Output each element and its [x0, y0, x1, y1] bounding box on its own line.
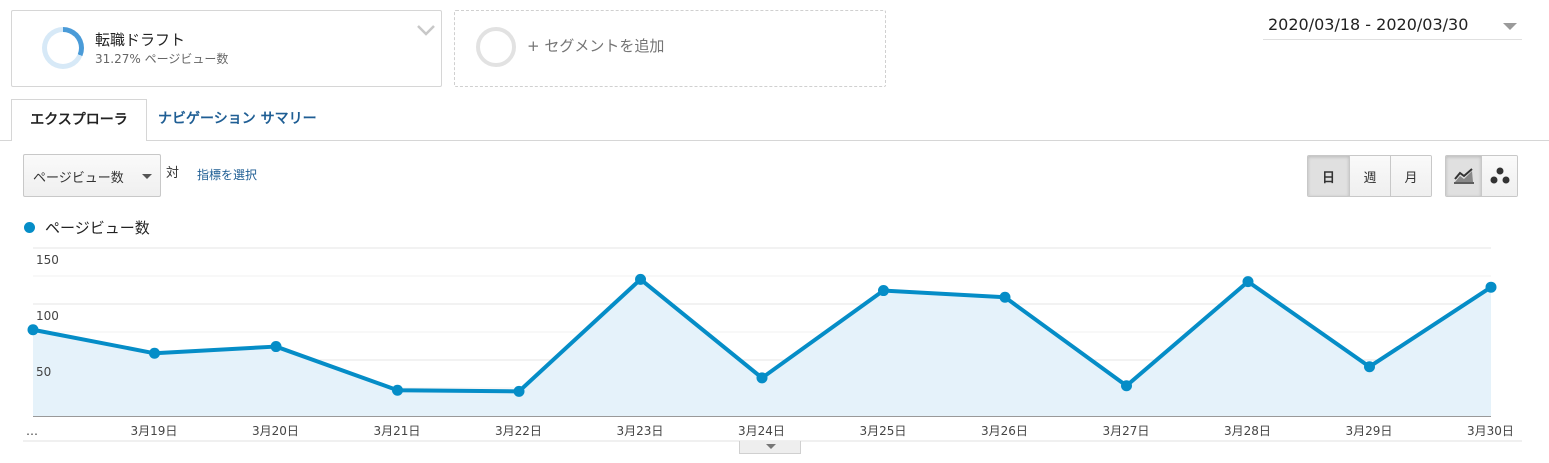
caret-down-icon — [142, 174, 152, 179]
data-point[interactable] — [1242, 276, 1254, 288]
x-tick-label: 3月26日 — [981, 424, 1028, 438]
line-chart-icon — [1453, 168, 1474, 184]
add-segment-label: + セグメントを追加 — [527, 37, 665, 55]
segment-ring-icon — [42, 27, 84, 69]
metric-dropdown-label: ページビュー数 — [33, 171, 124, 186]
series-area — [33, 279, 1491, 416]
y-tick-label: 100 — [36, 309, 59, 323]
data-point[interactable] — [513, 385, 525, 397]
x-tick-label: 3月24日 — [738, 424, 785, 438]
x-tick-label: 3月25日 — [860, 424, 907, 438]
x-tick-label: … — [26, 424, 38, 438]
data-point[interactable] — [1121, 380, 1132, 392]
x-tick-label: 3月21日 — [374, 424, 421, 438]
add-segment-button[interactable]: + セグメントを追加 — [454, 10, 886, 87]
data-point[interactable] — [270, 341, 282, 353]
date-range-picker[interactable]: 2020/03/18 - 2020/03/30 — [1263, 12, 1522, 40]
granularity-day-button[interactable]: 日 — [1308, 156, 1350, 196]
granularity-week-button[interactable]: 週 — [1350, 156, 1391, 196]
line-chart-button[interactable] — [1446, 156, 1482, 196]
x-tick-label: 3月29日 — [1346, 424, 1393, 438]
pageviews-chart: 50 100 150 … 3月19日 3月20日 3月21日 3月22日 3月23日 3月24日… — [23, 247, 1522, 442]
data-point[interactable] — [149, 347, 160, 359]
x-tick-label: 3月23日 — [617, 424, 664, 438]
caret-down-icon — [1503, 23, 1517, 30]
legend-marker — [24, 222, 35, 233]
segment-name: 転職ドラフト — [95, 31, 186, 49]
data-point[interactable] — [392, 384, 403, 396]
data-point[interactable] — [999, 291, 1011, 303]
x-tick-label: 3月27日 — [1103, 424, 1150, 438]
collapse-chart-handle[interactable] — [739, 441, 801, 454]
empty-segment-ring-icon — [476, 27, 516, 67]
tab-explorer[interactable]: エクスプローラ — [11, 99, 147, 141]
x-tick-label: 3月28日 — [1224, 424, 1271, 438]
data-point[interactable] — [756, 372, 768, 384]
date-range-text: 2020/03/18 - 2020/03/30 — [1268, 15, 1469, 34]
choose-metric-link[interactable]: 指標を選択 — [197, 168, 258, 182]
x-tick-label: 3月22日 — [495, 424, 542, 438]
tab-divider — [0, 140, 1549, 141]
metric-dropdown[interactable]: ページビュー数 — [23, 154, 161, 197]
segment-subtitle: 31.27% ページビュー数 — [95, 52, 229, 66]
data-point[interactable] — [1364, 361, 1375, 373]
segment-card[interactable]: 転職ドラフト 31.27% ページビュー数 — [11, 10, 442, 87]
motion-chart-button[interactable] — [1482, 156, 1517, 196]
x-tick-label: 3月30日 — [1467, 424, 1514, 438]
motion-chart-icon — [1490, 167, 1509, 184]
tab-navigation-summary[interactable]: ナビゲーション サマリー — [158, 111, 317, 127]
data-point[interactable] — [1485, 281, 1497, 293]
versus-label: 対 — [166, 166, 180, 181]
granularity-toggle: 日 週 月 — [1307, 155, 1432, 197]
x-tick-label: 3月20日 — [252, 424, 299, 438]
x-tick-label: 3月19日 — [131, 424, 178, 438]
data-point[interactable] — [635, 273, 646, 285]
data-point[interactable] — [27, 324, 39, 336]
data-point[interactable] — [878, 285, 889, 297]
y-tick-label: 150 — [36, 253, 59, 267]
granularity-month-button[interactable]: 月 — [1391, 156, 1431, 196]
y-tick-label: 50 — [36, 365, 51, 379]
legend-label: ページビュー数 — [45, 219, 150, 237]
chevron-down-icon[interactable] — [415, 19, 437, 41]
chart-type-toggle — [1445, 155, 1518, 197]
